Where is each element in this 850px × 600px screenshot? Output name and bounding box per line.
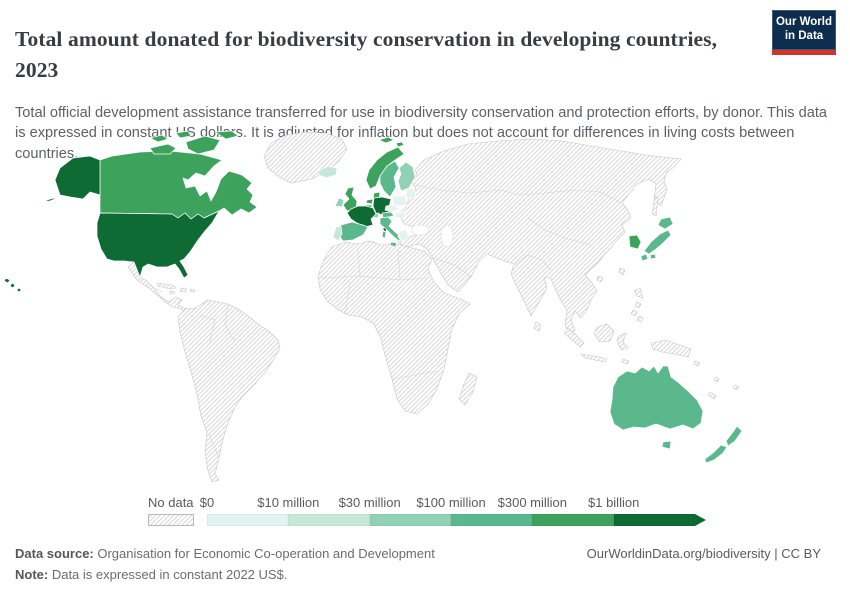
data-source-text: Organisation for Economic Co-operation a…: [93, 546, 435, 561]
legend-tick-label: $1 billion: [587, 495, 640, 510]
region-africa-no-data[interactable]: [317, 240, 471, 415]
region-caribbean-no-data[interactable]: [156, 282, 196, 295]
caspian-sea: [440, 224, 454, 248]
legend-color-bar: [207, 514, 706, 526]
country-hungary[interactable]: [394, 211, 407, 219]
data-source-label: Data source:: [15, 546, 94, 561]
country-baltic-states[interactable]: [405, 187, 417, 199]
country-canada[interactable]: [99, 130, 258, 220]
legend-arrow: [694, 514, 706, 526]
note-label: Note:: [15, 567, 49, 583]
country-poland[interactable]: [391, 195, 408, 207]
legend-bin[interactable]: [532, 514, 614, 526]
country-australia[interactable]: [609, 365, 704, 450]
region-southeast-asia-islands-no-data[interactable]: [563, 287, 692, 365]
legend-bin[interactable]: [288, 514, 370, 526]
country-czechia[interactable]: [384, 204, 400, 213]
legend-tick-label: $30 million: [338, 495, 401, 510]
country-sweden[interactable]: [379, 160, 400, 198]
legend-tick-label: $100 million: [416, 495, 486, 510]
region-pacific-islands-no-data[interactable]: [693, 360, 740, 400]
note-text: Data is expressed in constant 2022 US$.: [48, 567, 288, 583]
region-asia-islands-no-data[interactable]: [533, 195, 659, 332]
country-portugal[interactable]: [332, 225, 343, 242]
region-south-america-no-data[interactable]: [177, 299, 281, 483]
legend-tick-label: $300 million: [497, 495, 568, 510]
credit-link[interactable]: OurWorldinData.org/biodiversity | CC BY: [586, 546, 821, 561]
page-title: Total amount donated for biodiversity co…: [15, 27, 718, 82]
legend-no-data-label: No data: [148, 495, 194, 510]
legend-no-data-swatch[interactable]: [148, 514, 194, 526]
legend-tick-label: $10 million: [257, 495, 320, 510]
chart-subtitle: Total official development assistance tr…: [15, 104, 828, 163]
legend-bin[interactable]: [369, 514, 451, 526]
owid-logo-line2: in Data: [784, 30, 824, 42]
country-austria[interactable]: [381, 211, 395, 219]
country-norway[interactable]: [365, 136, 405, 190]
legend-tick-label: $0: [199, 495, 215, 510]
note-line: Note: Data is expressed in constant 2022…: [15, 564, 835, 585]
country-south-korea[interactable]: [628, 234, 642, 250]
region-madagascar-no-data[interactable]: [458, 372, 478, 406]
country-greece[interactable]: [397, 229, 410, 243]
legend-bin[interactable]: [450, 514, 533, 526]
country-ireland[interactable]: [334, 197, 345, 208]
data-source-line: Data source: Organisation for Economic C…: [15, 543, 835, 564]
country-finland[interactable]: [397, 161, 416, 192]
chart-footer: Data source: Organisation for Economic C…: [15, 543, 835, 586]
legend-bin[interactable]: [613, 514, 695, 526]
legend-bin[interactable]: [207, 514, 289, 526]
country-japan[interactable]: [640, 216, 674, 262]
country-italy[interactable]: [379, 216, 402, 248]
country-iceland[interactable]: [316, 165, 338, 179]
map-legend: No data $0 $10 million $30 million $100 mil…: [0, 495, 850, 531]
owid-logo-line1: Our World: [775, 16, 832, 29]
black-sea: [410, 224, 430, 236]
owid-logo[interactable]: Our World in Data: [772, 10, 836, 55]
region-eurasia-no-data[interactable]: [397, 138, 682, 336]
country-borders: [153, 184, 621, 459]
country-spain[interactable]: [337, 221, 369, 242]
country-united-states[interactable]: [3, 155, 220, 293]
country-netherlands[interactable]: [365, 198, 374, 205]
world-map: [3, 130, 743, 483]
country-new-zealand[interactable]: [704, 425, 743, 464]
